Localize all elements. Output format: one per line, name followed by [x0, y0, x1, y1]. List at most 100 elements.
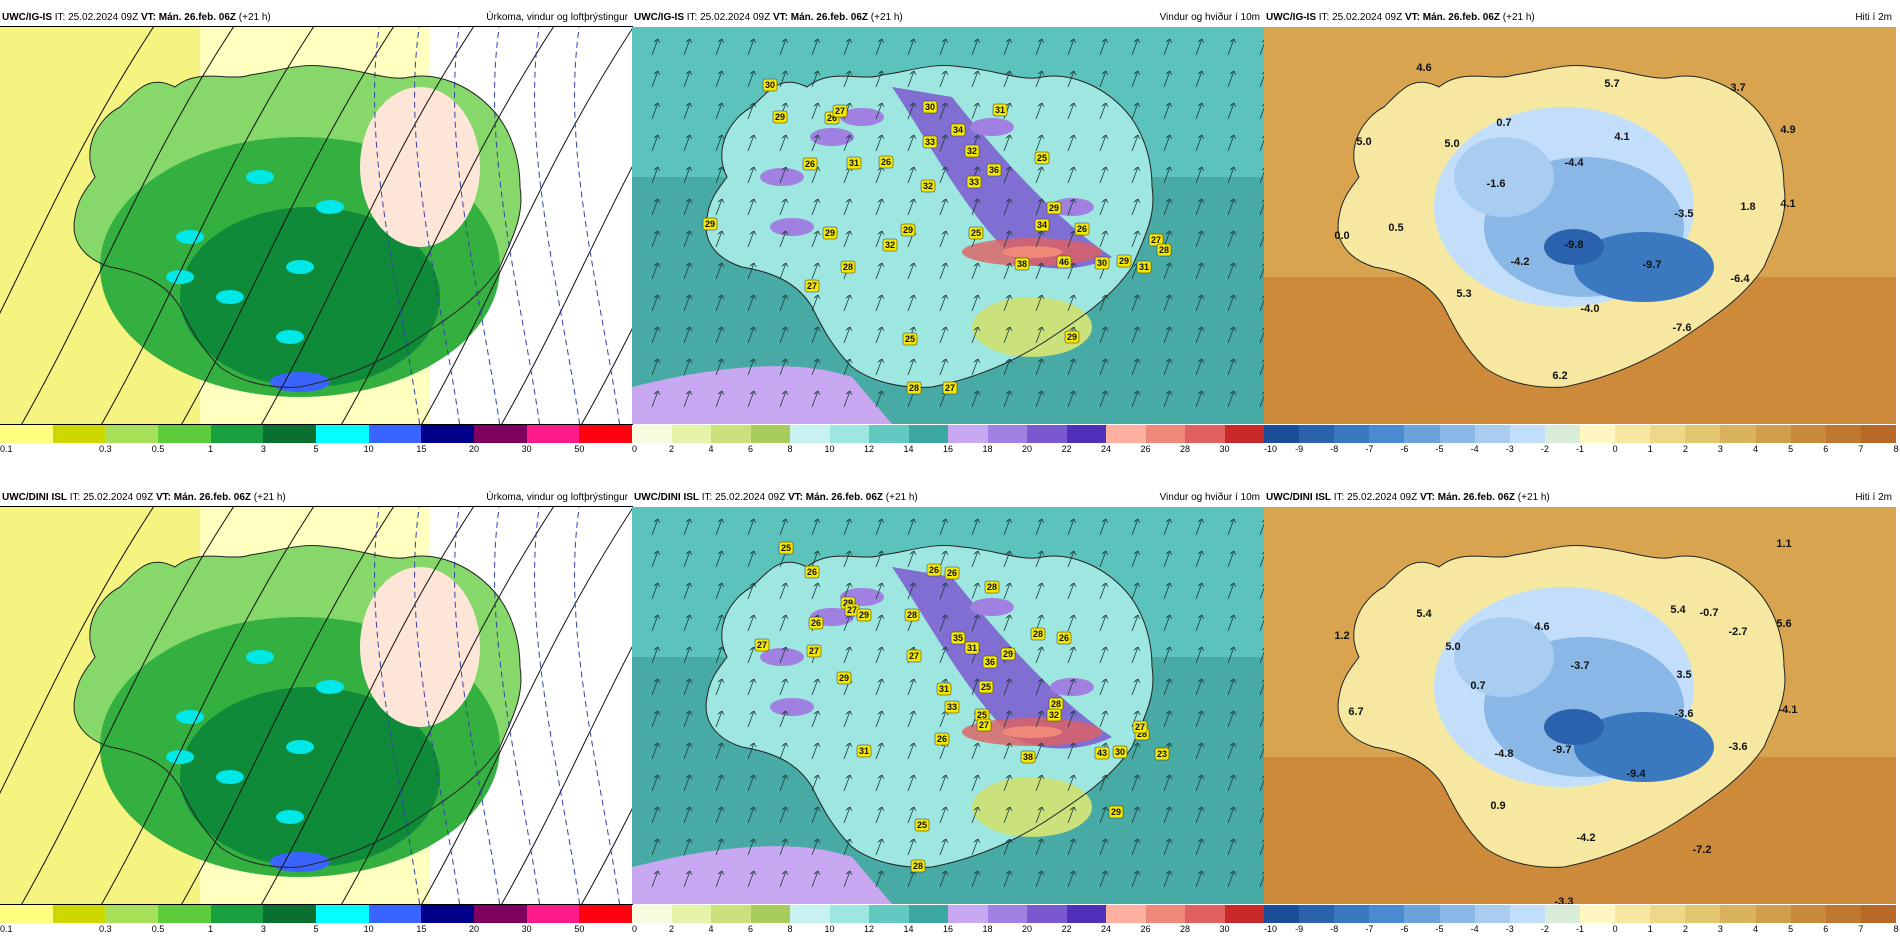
svg-text:4.6: 4.6: [1534, 621, 1549, 633]
colorbar-tick: 0.1: [0, 444, 13, 454]
gust-label: 26: [1056, 631, 1072, 645]
colorbar-swatch: [105, 425, 159, 443]
colorbar-swatch: [908, 425, 948, 443]
svg-text:31: 31: [967, 643, 977, 653]
panel-header: UWC/DINI ISL IT: 25.02.2024 09Z VT: Mán.…: [632, 490, 1264, 506]
svg-text:-6.4: -6.4: [1731, 273, 1751, 285]
temperature-label: 6.2: [1552, 370, 1567, 382]
colorbar-tick: 1: [208, 444, 214, 454]
svg-text:29: 29: [705, 219, 715, 229]
svg-text:31: 31: [849, 158, 859, 168]
temperature-label: 4.9: [1780, 124, 1795, 136]
colorbar-swatch: [1509, 425, 1545, 443]
gust-label: 30: [762, 78, 778, 92]
svg-text:30: 30: [1097, 258, 1107, 268]
svg-text:3.7: 3.7: [1730, 82, 1745, 94]
svg-text:5.0: 5.0: [1356, 136, 1371, 148]
svg-text:6.7: 6.7: [1348, 706, 1363, 718]
gust-label: 31: [992, 103, 1008, 117]
gust-label: 26: [808, 616, 824, 630]
gust-label: 25: [778, 541, 794, 555]
gust-label: 27: [1148, 233, 1164, 247]
colorbar-swatch: [790, 425, 830, 443]
temperature-label: -3.5: [1675, 208, 1694, 220]
colorbar-swatch: [1369, 425, 1405, 443]
colorbar-swatch: [1224, 905, 1264, 923]
colorbar-tick: 0: [1612, 924, 1618, 934]
gust-label: 23: [1154, 747, 1170, 761]
colorbar-swatch: [711, 425, 751, 443]
gust-label: 32: [882, 238, 898, 252]
svg-text:34: 34: [1037, 220, 1047, 230]
colorbar-tick: 6: [1823, 444, 1829, 454]
svg-text:28: 28: [987, 582, 997, 592]
precip-map-panel: UWC/IG-IS IT: 25.02.2024 09Z VT: Mán. 26…: [0, 10, 633, 470]
temperature-label: -4.1: [1779, 704, 1798, 716]
colorbar-swatch: [421, 425, 475, 443]
colorbar-tick: 18: [982, 924, 993, 934]
svg-text:0.7: 0.7: [1470, 680, 1485, 692]
colorbar-tick: 6: [747, 444, 754, 454]
temperature-label: -9.7: [1643, 259, 1662, 271]
gust-label: 46: [1056, 255, 1072, 269]
temperature-label: 1.2: [1334, 630, 1349, 642]
colorbar-swatch: [1509, 905, 1545, 923]
svg-text:5.6: 5.6: [1776, 618, 1791, 630]
colorbar: [632, 425, 1264, 443]
colorbar-tick: -8: [1330, 444, 1339, 454]
svg-text:5.0: 5.0: [1444, 138, 1459, 150]
svg-text:29: 29: [775, 112, 785, 122]
colorbar-swatch: [1185, 425, 1225, 443]
svg-text:32: 32: [967, 146, 977, 156]
gust-label: 29: [836, 671, 852, 685]
iceland-map-svg: 4.6 5.7 3.7 5.0 5.0 0.7 4.1 4.9 -4.4 -1.6 -3.5 1.8 4…: [1264, 27, 1896, 424]
svg-text:32: 32: [885, 240, 895, 250]
svg-text:35: 35: [953, 633, 963, 643]
svg-text:1.1: 1.1: [1776, 538, 1791, 550]
colorbar-tick: 10: [824, 444, 835, 454]
colorbar-tick: 5: [1788, 924, 1794, 934]
colorbar-swatch: [1106, 425, 1146, 443]
colorbar-swatch: [1650, 905, 1686, 923]
colorbar-swatch: [1650, 425, 1686, 443]
colorbar-swatch: [908, 905, 948, 923]
svg-text:27: 27: [979, 720, 989, 730]
colorbar: [0, 425, 633, 443]
colorbar-swatch: [526, 905, 580, 923]
colorbar-tick: 15: [416, 444, 427, 454]
colorbar-tick: 14: [903, 444, 914, 454]
svg-text:26: 26: [881, 157, 891, 167]
svg-text:25: 25: [981, 682, 991, 692]
colorbar-swatch: [869, 425, 909, 443]
gust-label: 27: [1132, 720, 1148, 734]
temperature-label: -9.4: [1627, 768, 1647, 780]
colorbar-tick: 4: [1753, 444, 1759, 454]
svg-text:0.9: 0.9: [1490, 800, 1505, 812]
colorbar-swatch: [1720, 905, 1756, 923]
colorbar-tick: -9: [1295, 444, 1304, 454]
svg-text:25: 25: [971, 228, 981, 238]
svg-text:31: 31: [995, 105, 1005, 115]
colorbar-tick: 22: [1061, 924, 1072, 934]
svg-text:43: 43: [1097, 748, 1107, 758]
svg-text:27: 27: [909, 651, 919, 661]
forecast-map: 29 30 29 26 27 30 34 31 26 31 26 33 32 36 25 33 32 34 29 26…: [632, 27, 1264, 424]
colorbar-tick: 0.1: [0, 924, 13, 934]
svg-text:26: 26: [937, 734, 947, 744]
colorbar-swatch: [632, 905, 672, 923]
colorbar-swatch: [1685, 905, 1721, 923]
gust-label: 28: [984, 580, 1000, 594]
colorbar-tick: -5: [1435, 924, 1444, 934]
temperature-label: -6.4: [1731, 273, 1751, 285]
gust-label: 28: [910, 859, 926, 873]
svg-text:-4.2: -4.2: [1577, 832, 1596, 844]
colorbar-swatch: [1825, 425, 1861, 443]
colorbar-tick: -10: [1264, 444, 1278, 454]
svg-text:-3.3: -3.3: [1555, 896, 1574, 904]
gust-label: 26: [878, 155, 894, 169]
colorbar-swatch: [210, 425, 264, 443]
temperature-label: -3.6: [1675, 708, 1694, 720]
colorbar-tick: 14: [903, 924, 914, 934]
colorbar-swatch: [1439, 425, 1475, 443]
colorbar-swatch: [829, 905, 869, 923]
